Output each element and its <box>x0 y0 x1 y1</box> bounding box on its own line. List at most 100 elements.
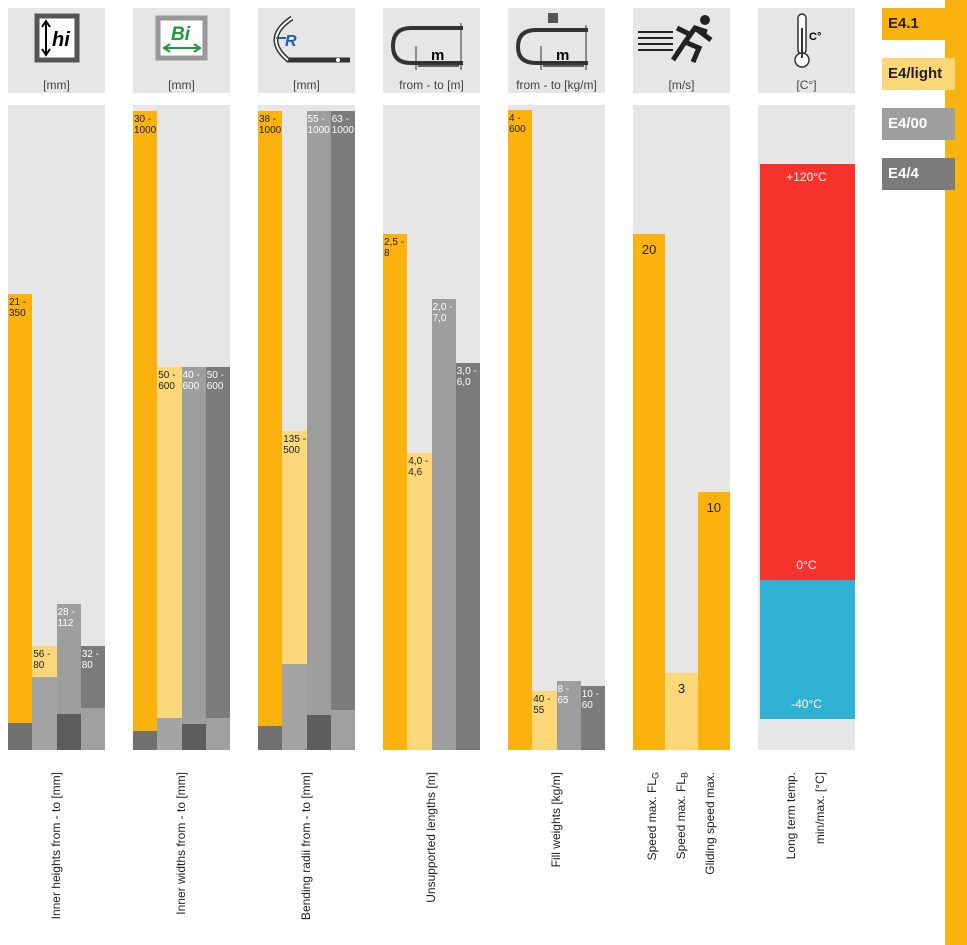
bar-from <box>383 588 408 750</box>
side-strip <box>945 0 967 945</box>
bar-label: 40 - 55 <box>533 694 551 717</box>
bar-label: 20 <box>641 242 657 257</box>
axis-label-text: Inner widths from - to [mm] <box>173 772 188 915</box>
bar-from <box>330 709 355 750</box>
bar-from <box>455 556 480 750</box>
legend-item: E4/00 <box>882 108 955 140</box>
unit: from - to [m] <box>399 78 464 92</box>
axis-label-text: Speed max. FL <box>644 779 659 861</box>
header: Bi [mm] <box>133 8 230 93</box>
axis-label-sub: B <box>678 772 689 779</box>
icon: hi <box>34 13 80 63</box>
legend-item: E4/4 <box>882 158 955 190</box>
bar <box>133 111 158 750</box>
axis-label-text: Gliding speed max. <box>702 772 717 875</box>
icon: Bi <box>155 15 208 61</box>
icon-text: Bi <box>171 24 191 45</box>
bar-label: 32 - 80 <box>81 648 99 671</box>
unit: from - to [kg/m] <box>516 78 597 92</box>
axis-label-sub: G <box>649 772 660 780</box>
axis-label-text: Unsupported lengths [m] <box>423 772 438 903</box>
icon: R <box>273 15 350 63</box>
axis-label-text: Fill weights [kg/m] <box>548 772 563 868</box>
temp-label: 0°C <box>796 558 817 573</box>
axis-label: Fill weights [kg/m] <box>549 772 563 867</box>
axis-label-text: Long term temp. <box>784 772 798 860</box>
temp-label: -40°C <box>791 696 822 711</box>
bar-label: 55 - 1000 <box>307 114 330 137</box>
axis-label-text: Bending radii from - to [mm] <box>298 772 313 921</box>
bar-label: 40 - 600 <box>182 369 200 392</box>
legend-item: E4.1 <box>882 8 955 40</box>
bar-label: 4 - 600 <box>509 113 526 136</box>
bar-label: 21 - 350 <box>9 296 27 319</box>
bar-from <box>80 708 105 750</box>
icon-text: hi <box>52 29 70 51</box>
icon: m <box>390 23 463 70</box>
icon-text: m <box>431 47 444 64</box>
axis-label-text: min/max. [°C] <box>813 772 827 845</box>
header: C° [C°] <box>758 8 855 93</box>
bar <box>633 234 666 750</box>
bar-from <box>205 718 230 750</box>
icon-text: C° <box>809 31 821 43</box>
bar-label: 30 - 1000 <box>134 114 157 137</box>
axis-label: Speed max. FLG <box>645 772 660 860</box>
bar <box>508 110 533 750</box>
icon <box>638 15 713 63</box>
bar-label: 56 - 80 <box>33 648 51 671</box>
bar <box>330 111 355 750</box>
bar-label: 50 - 600 <box>206 369 224 392</box>
axis-label: Bending radii from - to [mm] <box>299 772 313 920</box>
unit: [C°] <box>796 78 817 92</box>
bar-from <box>56 713 81 750</box>
bar-from <box>431 621 456 750</box>
bar-from <box>32 677 57 750</box>
header: [m/s] <box>633 8 730 93</box>
header: hi [mm] <box>8 8 105 93</box>
bar-label: 2,5 - 8 <box>384 237 405 259</box>
axis-label-text: Speed max. FL <box>673 778 688 860</box>
bar-label: 28 - 112 <box>57 607 75 630</box>
bar <box>580 686 605 750</box>
axis-label: Speed max. FLB <box>674 772 689 859</box>
bar-label: 10 - 60 <box>581 689 599 712</box>
header: m from - to [m] <box>383 8 480 93</box>
bar-from <box>556 741 581 750</box>
bar-from <box>133 730 158 750</box>
bar-label: 8 - 65 <box>557 683 570 706</box>
bar <box>8 293 33 750</box>
bar-from <box>532 707 557 750</box>
bar-from <box>407 492 432 750</box>
bar <box>205 366 230 750</box>
bar <box>306 111 331 750</box>
bar-label: 2,0 - 7,0 <box>432 301 453 324</box>
bar <box>665 672 698 750</box>
bar-label: 10 <box>706 500 722 515</box>
bar-from <box>508 745 533 750</box>
temp-label: +120°C <box>786 169 827 184</box>
bar-label: 3,0 - 6,0 <box>456 366 477 388</box>
bar <box>556 680 581 750</box>
bar-label: 38 - 1000 <box>259 114 282 137</box>
bar-from <box>282 663 307 750</box>
axis-label: Inner widths from - to [mm] <box>174 772 188 915</box>
bar-label: 50 - 600 <box>158 369 176 392</box>
range-segment <box>760 163 855 581</box>
axis-label: Unsupported lengths [m] <box>424 772 438 903</box>
axis-label: Long term temp. <box>784 772 798 859</box>
bar <box>157 366 182 750</box>
icon-text: m <box>556 47 569 64</box>
bar-label: 135 - 500 <box>283 433 307 456</box>
unit: [mm] <box>168 78 195 92</box>
bar-from <box>157 718 182 750</box>
bar-from <box>258 725 283 750</box>
axis-label-text: Inner heights from - to [mm] <box>48 772 63 920</box>
unit: [m/s] <box>668 78 695 92</box>
axis-label: min/max. [°C] <box>813 772 827 844</box>
header: R [mm] <box>258 8 355 93</box>
bar <box>258 111 283 750</box>
unit: [mm] <box>43 78 70 92</box>
icon: C° <box>794 13 821 68</box>
icon: m <box>515 13 588 70</box>
